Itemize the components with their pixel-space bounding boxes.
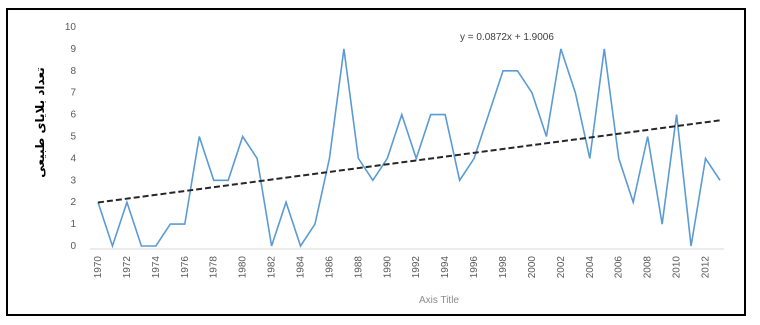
y-axis-title: تعداد بلایای طبیعی xyxy=(33,67,47,177)
y-tick-label: 4 xyxy=(70,153,76,164)
y-tick-label: 1 xyxy=(70,219,76,230)
x-tick-label: 1980 xyxy=(238,256,249,279)
x-tick-label: 1982 xyxy=(267,256,278,279)
x-tick-label: 2000 xyxy=(527,256,538,279)
x-tick-label: 1970 xyxy=(93,256,104,279)
y-tick-label: 0 xyxy=(70,241,76,252)
x-tick-label: 2004 xyxy=(585,256,596,279)
y-tick-label: 8 xyxy=(70,66,76,77)
x-tick-label: 2010 xyxy=(672,256,683,279)
chart-frame xyxy=(6,8,746,316)
x-tick-label: 1994 xyxy=(440,256,451,279)
y-tick-label: 5 xyxy=(70,132,76,143)
x-tick-label: 1996 xyxy=(469,256,480,279)
trendline-equation: y = 0.0872x + 1.9006 xyxy=(460,32,554,43)
x-tick-label: 1976 xyxy=(180,256,191,279)
y-tick-label: 2 xyxy=(70,197,76,208)
x-tick-label: 1978 xyxy=(209,256,220,279)
y-tick-label: 3 xyxy=(70,175,76,186)
series-line xyxy=(97,48,721,249)
x-tick-label: 1972 xyxy=(122,256,133,279)
series-group xyxy=(97,48,721,249)
x-tick-label: 2002 xyxy=(556,256,567,279)
x-tick-label: 1990 xyxy=(382,256,393,279)
x-tick-label: 2008 xyxy=(643,256,654,279)
x-tick-label: 1992 xyxy=(411,256,422,279)
y-tick-label: 7 xyxy=(70,88,76,99)
x-axis-title: Axis Title xyxy=(419,295,459,306)
x-tick-label: 2012 xyxy=(701,256,712,279)
x-tick-label: 1984 xyxy=(296,256,307,279)
x-tick-label: 1998 xyxy=(498,256,509,279)
x-tick-label: 1988 xyxy=(353,256,364,279)
y-tick-label: 9 xyxy=(70,44,76,55)
y-tick-label: 6 xyxy=(70,110,76,121)
x-tick-label: 2006 xyxy=(614,256,625,279)
y-tick-labels: 0 1 2 3 4 5 6 7 8 9 10 xyxy=(65,22,77,252)
y-axis-label: تعداد بلایای طبیعی xyxy=(33,67,47,177)
y-tick-label: 10 xyxy=(65,22,77,33)
trendline xyxy=(97,119,721,204)
x-tick-label: 1974 xyxy=(151,256,162,279)
x-tick-label: 1986 xyxy=(324,256,335,279)
x-tick-labels: 1970 1972 1974 1976 1978 1980 1982 1984 1986 1988… xyxy=(93,256,712,279)
